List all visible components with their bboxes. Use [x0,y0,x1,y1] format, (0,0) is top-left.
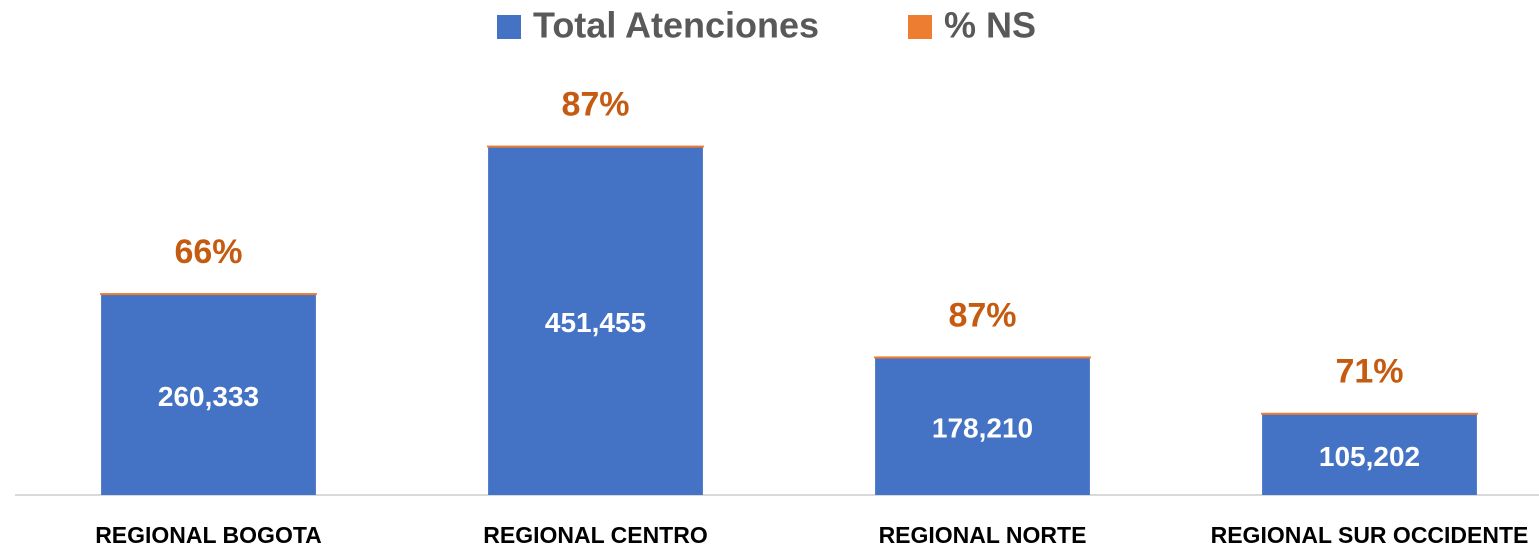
value-label: 260,333 [158,381,259,412]
value-label: 71% [1335,353,1403,391]
value-label: 178,210 [932,413,1033,444]
bar-segment [101,294,316,495]
legend-label: % NS [944,5,1036,46]
x-tick-label: REGIONAL NORTE [879,522,1087,548]
value-label: 451,455 [545,307,646,338]
value-label: 87% [561,86,629,124]
bar-segment [488,146,703,495]
legend-swatch [497,15,521,39]
x-tick-label: REGIONAL SUR OCCIDENTE [1211,522,1529,548]
legend-label: Total Atenciones [533,5,819,46]
legend-swatch [908,15,932,39]
value-label: 87% [948,296,1016,334]
bar-segment [875,357,1090,495]
x-tick-label: REGIONAL CENTRO [483,522,707,548]
x-tick-label: REGIONAL BOGOTA [95,522,322,548]
bar-segment [1262,413,1477,495]
value-label: 66% [174,233,242,271]
value-label: 105,202 [1319,441,1420,472]
